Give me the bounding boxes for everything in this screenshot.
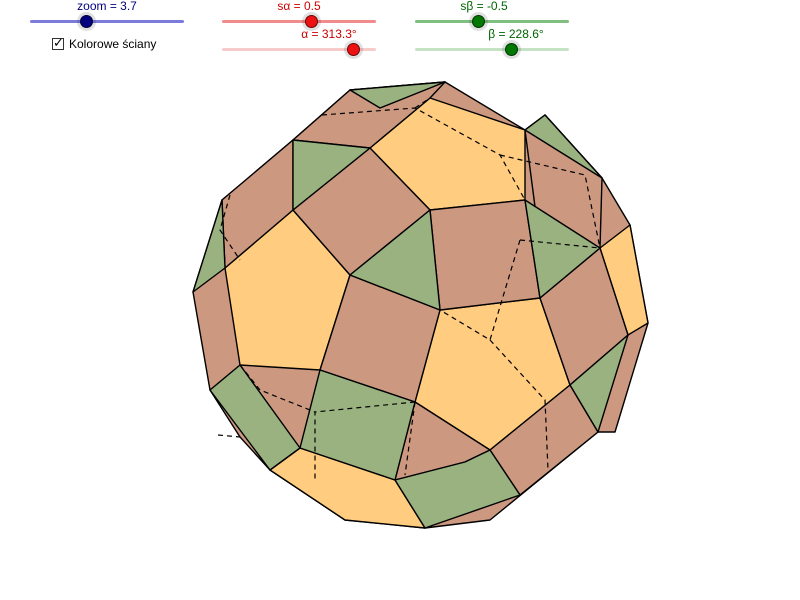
zoom-slider-label: zoom = 3.7 — [77, 0, 137, 13]
zoom-slider-track[interactable] — [30, 20, 184, 23]
s-beta-slider-thumb[interactable] — [472, 15, 485, 28]
alpha-slider-track[interactable] — [222, 48, 376, 51]
alpha-slider-thumb[interactable] — [347, 43, 360, 56]
triangle-face — [524, 199, 601, 299]
triangle-face — [349, 209, 441, 311]
triangle-face — [349, 81, 446, 109]
triangle-face — [569, 334, 629, 433]
hidden-edges — [217, 97, 601, 480]
square-face — [429, 199, 541, 311]
s-alpha-slider[interactable]: sα = 0.5 — [222, 0, 376, 30]
colored-faces-label: Kolorowe ściany — [69, 37, 157, 51]
checkmark-icon: ✓ — [53, 35, 64, 50]
triangle-face — [394, 449, 521, 529]
s-beta-slider[interactable]: sβ = -0.5 — [415, 0, 569, 30]
beta-slider-track[interactable] — [415, 48, 569, 51]
triangle-face — [524, 114, 603, 179]
zoom-slider[interactable]: zoom = 3.7 — [30, 0, 184, 30]
alpha-slider[interactable]: α = 313.3° — [222, 27, 376, 58]
s-beta-slider-label: sβ = -0.5 — [460, 0, 508, 13]
zoom-slider-thumb[interactable] — [80, 15, 93, 28]
s-alpha-slider-label: sα = 0.5 — [277, 0, 321, 13]
triangle-face — [292, 139, 371, 211]
triangle-face — [192, 199, 226, 293]
s-alpha-slider-thumb[interactable] — [305, 15, 318, 28]
alpha-slider-label: α = 313.3° — [301, 27, 357, 41]
colored-faces-checkbox[interactable]: ✓ — [52, 35, 64, 50]
s-beta-slider-track[interactable] — [415, 20, 569, 23]
beta-slider-thumb[interactable] — [505, 43, 518, 56]
colored-faces-toggle[interactable]: ✓ Kolorowe ściany — [52, 35, 157, 51]
beta-slider-label: β = 228.6° — [488, 27, 544, 41]
s-alpha-slider-track[interactable] — [222, 20, 376, 23]
beta-slider[interactable]: β = 228.6° — [415, 27, 569, 58]
